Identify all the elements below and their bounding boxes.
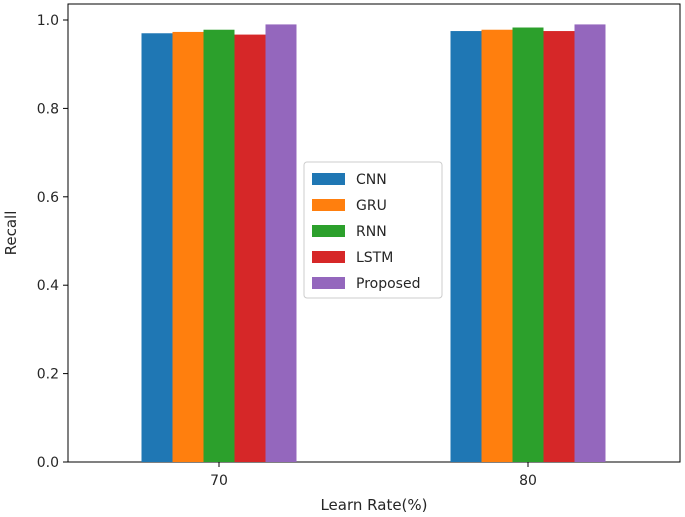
- y-tick-label: 1.0: [37, 13, 59, 29]
- bar-lstm-70: [234, 34, 266, 462]
- bar-proposed-80: [574, 24, 606, 462]
- y-tick-label: 0.0: [37, 455, 59, 471]
- legend-label-gru: GRU: [356, 198, 387, 214]
- legend-swatch-lstm: [312, 251, 345, 263]
- bar-rnn-70: [203, 29, 235, 462]
- y-tick-label: 0.6: [37, 190, 59, 206]
- y-tick-label: 0.4: [37, 278, 59, 294]
- y-tick-label: 0.2: [37, 367, 59, 383]
- bar-gru-70: [172, 31, 204, 463]
- legend-swatch-proposed: [312, 277, 345, 289]
- y-tick-label: 0.8: [37, 101, 59, 117]
- bar-proposed-70: [265, 24, 297, 462]
- bars-group: [141, 24, 606, 463]
- legend-swatch-cnn: [312, 173, 345, 185]
- x-axis-label: Learn Rate(%): [320, 496, 427, 514]
- x-tick-label: 70: [210, 473, 228, 489]
- legend-label-rnn: RNN: [356, 224, 387, 240]
- legend-label-cnn: CNN: [356, 172, 387, 188]
- bar-lstm-80: [543, 31, 575, 463]
- legend-label-lstm: LSTM: [356, 250, 393, 266]
- bar-cnn-70: [141, 33, 173, 462]
- bar-cnn-80: [450, 31, 482, 463]
- x-axis-ticks: 70 80: [210, 462, 537, 489]
- bar-rnn-80: [512, 27, 544, 462]
- bar-gru-80: [481, 29, 513, 462]
- y-axis-ticks: 0.0 0.2 0.4 0.6 0.8 1.0: [37, 13, 68, 471]
- legend-swatch-rnn: [312, 225, 345, 237]
- legend-frame: [303, 161, 443, 299]
- x-tick-label: 80: [519, 473, 537, 489]
- y-axis-label: Recall: [2, 211, 20, 256]
- legend: CNN GRU RNN LSTM Proposed: [303, 161, 443, 299]
- legend-label-proposed: Proposed: [356, 276, 420, 292]
- legend-swatch-gru: [312, 199, 345, 211]
